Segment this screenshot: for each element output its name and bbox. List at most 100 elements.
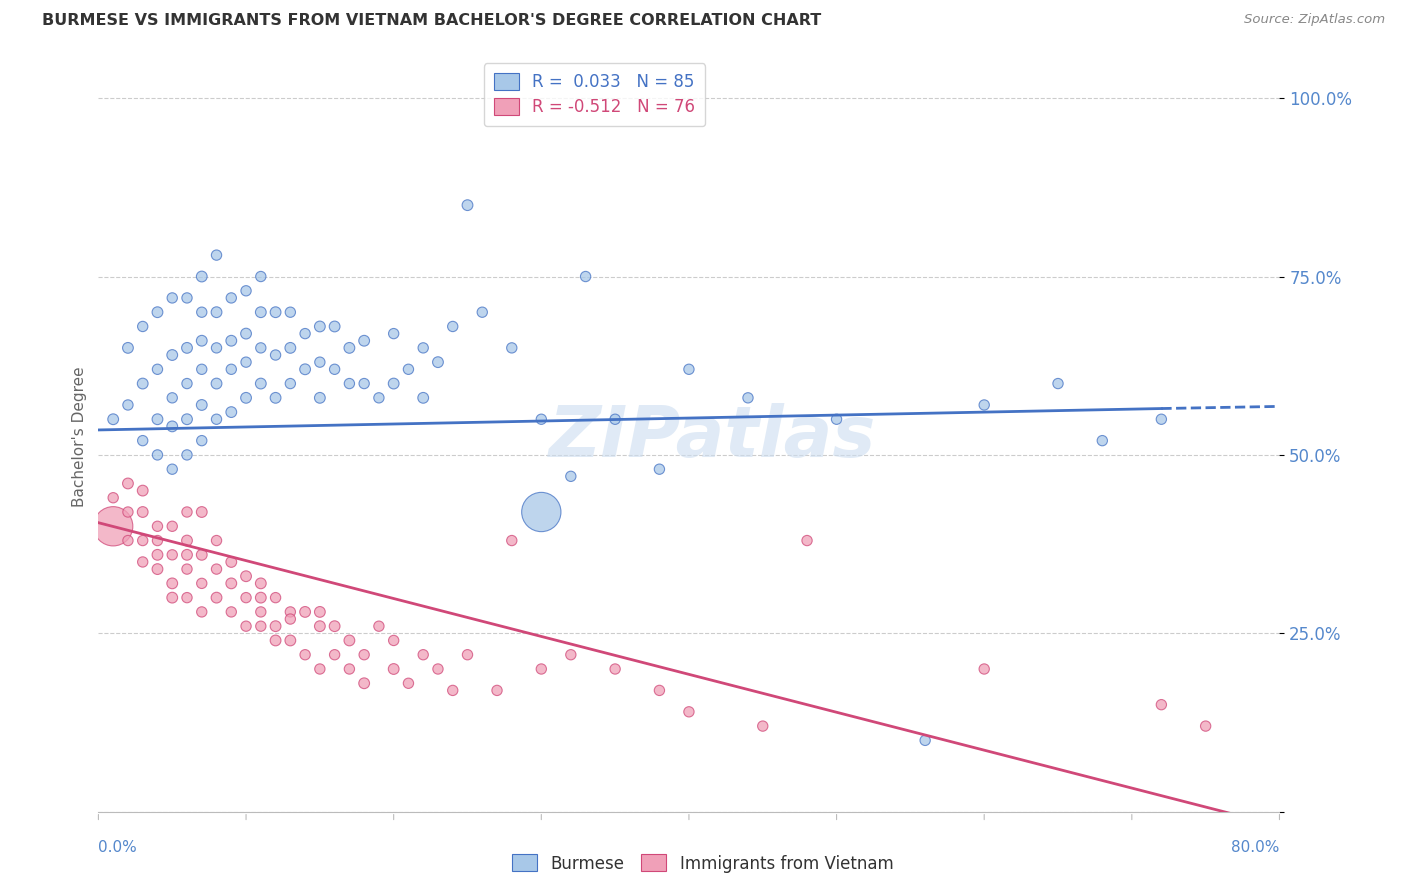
Point (162, 291, 183, 305)
Point (309, 355, 332, 369)
Point (103, 491, 125, 505)
Point (221, 291, 243, 305)
Point (235, 326, 257, 341)
Point (250, 576, 273, 591)
Point (132, 533, 155, 548)
Point (205, 376, 228, 391)
Point (205, 533, 228, 548)
Point (205, 341, 228, 355)
Point (323, 619, 346, 633)
Point (914, 733, 936, 747)
Point (162, 519, 183, 533)
Point (280, 376, 302, 391)
Point (294, 648, 316, 662)
Point (235, 619, 257, 633)
Point (353, 376, 375, 391)
Point (427, 355, 450, 369)
Point (264, 591, 287, 605)
Point (382, 662, 405, 676)
Point (398, 676, 420, 690)
Point (1195, 719, 1218, 733)
Point (825, 412, 848, 426)
Point (250, 305, 273, 319)
Point (250, 619, 273, 633)
Point (309, 619, 332, 633)
Point (382, 326, 405, 341)
Point (250, 591, 273, 605)
Point (294, 362, 316, 376)
Point (235, 391, 257, 405)
Point (146, 362, 169, 376)
Point (191, 605, 214, 619)
Point (176, 448, 198, 462)
Point (162, 576, 183, 591)
Point (412, 341, 434, 355)
Point (280, 605, 302, 619)
Point (280, 612, 302, 626)
Point (162, 348, 183, 362)
Point (191, 334, 214, 348)
Point (146, 519, 169, 533)
Point (796, 533, 818, 548)
Point (176, 412, 198, 426)
Point (146, 533, 169, 548)
Point (117, 341, 139, 355)
Point (191, 398, 214, 412)
Point (353, 648, 375, 662)
Point (501, 533, 523, 548)
Point (176, 291, 198, 305)
Point (146, 305, 169, 319)
Point (737, 391, 759, 405)
Point (176, 548, 198, 562)
Point (382, 633, 405, 648)
Point (221, 576, 243, 591)
Point (648, 683, 671, 698)
Point (191, 505, 214, 519)
Point (752, 719, 775, 733)
Point (176, 341, 198, 355)
Point (250, 341, 273, 355)
Point (323, 319, 346, 334)
Point (205, 591, 228, 605)
Point (235, 569, 257, 583)
Point (132, 376, 155, 391)
Point (339, 662, 361, 676)
Point (1046, 376, 1070, 391)
Point (162, 591, 183, 605)
Point (678, 705, 700, 719)
Point (605, 412, 627, 426)
Legend: R =  0.033   N = 85, R = -0.512   N = 76: R = 0.033 N = 85, R = -0.512 N = 76 (484, 63, 706, 127)
Point (280, 633, 302, 648)
Text: BURMESE VS IMMIGRANTS FROM VIETNAM BACHELOR'S DEGREE CORRELATION CHART: BURMESE VS IMMIGRANTS FROM VIETNAM BACHE… (42, 13, 821, 29)
Text: Source: ZipAtlas.com: Source: ZipAtlas.com (1244, 13, 1385, 27)
Point (221, 362, 243, 376)
Point (191, 548, 214, 562)
Point (117, 476, 139, 491)
Point (221, 405, 243, 419)
Point (501, 341, 523, 355)
Point (264, 633, 287, 648)
Point (309, 319, 332, 334)
Point (117, 533, 139, 548)
Text: 0.0%: 0.0% (98, 840, 138, 855)
Point (117, 505, 139, 519)
Point (486, 683, 509, 698)
Point (191, 362, 214, 376)
Point (162, 419, 183, 434)
Point (412, 648, 434, 662)
Point (471, 305, 494, 319)
Point (162, 391, 183, 405)
Point (412, 391, 434, 405)
Point (457, 648, 479, 662)
Point (605, 662, 627, 676)
Point (294, 605, 316, 619)
Point (264, 348, 287, 362)
Point (323, 648, 346, 662)
Point (323, 362, 346, 376)
Point (191, 434, 214, 448)
Point (146, 562, 169, 576)
Point (176, 376, 198, 391)
Y-axis label: Bachelor's Degree: Bachelor's Degree (72, 367, 87, 508)
Point (309, 662, 332, 676)
Point (678, 362, 700, 376)
